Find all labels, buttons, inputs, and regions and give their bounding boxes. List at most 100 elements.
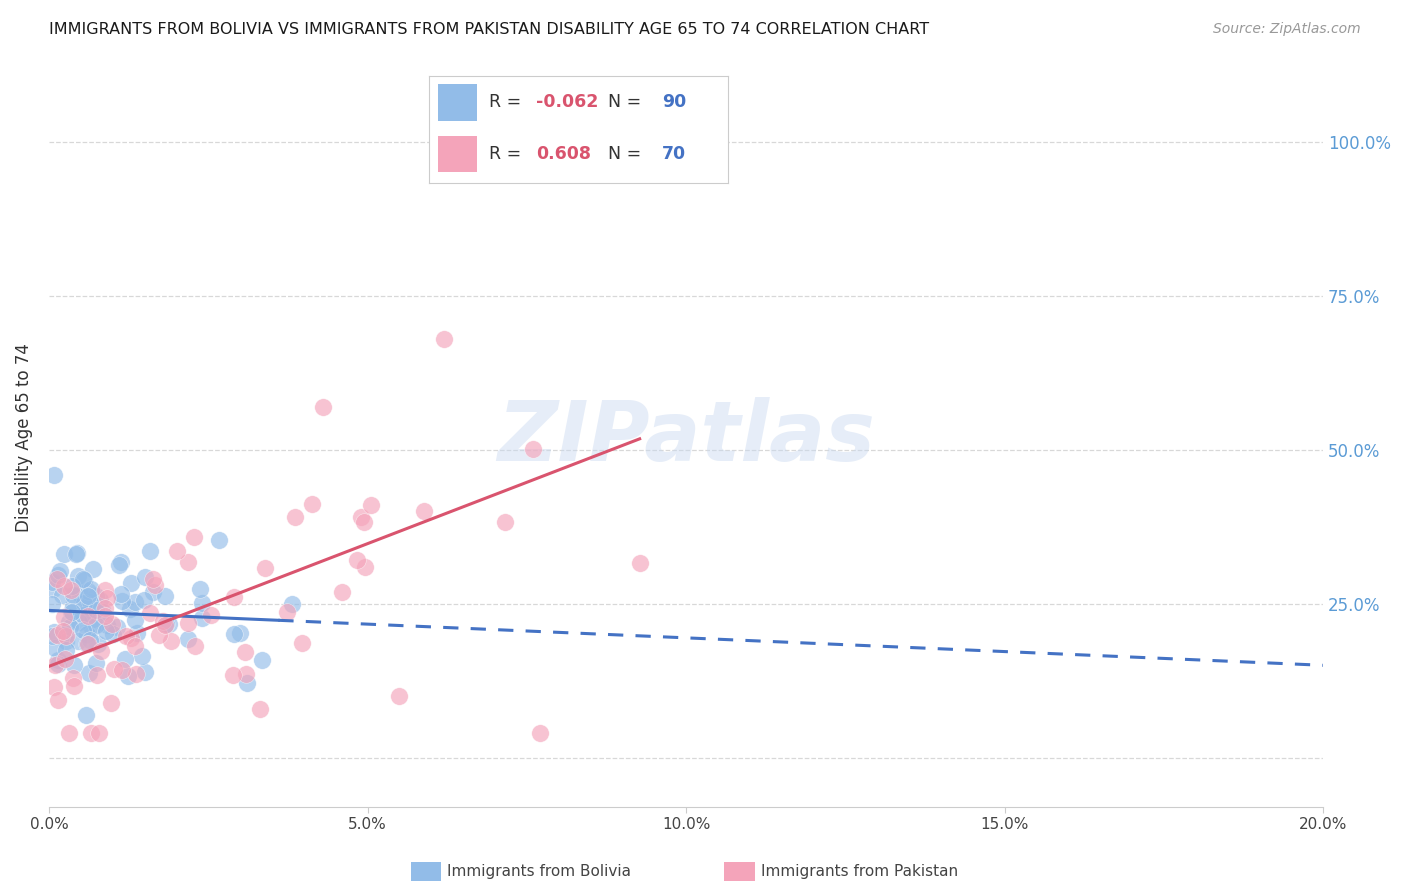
Point	[233, 645, 256, 659]
Text: Immigrants from Pakistan: Immigrants from Pakistan	[761, 864, 957, 879]
Point	[62, 605, 84, 619]
Point	[77, 666, 100, 681]
Point	[183, 530, 205, 544]
Point	[62, 671, 84, 685]
Point	[60, 579, 83, 593]
Point	[353, 516, 375, 530]
Point	[59, 606, 82, 620]
Point	[72, 623, 94, 637]
Point	[77, 608, 100, 623]
Point	[143, 578, 166, 592]
Point	[80, 621, 103, 635]
Text: Source: ZipAtlas.com: Source: ZipAtlas.com	[1213, 22, 1361, 37]
Point	[291, 636, 314, 650]
Point	[80, 726, 103, 740]
Point	[412, 504, 434, 518]
Point	[73, 596, 96, 610]
Point	[111, 663, 134, 677]
Point	[41, 629, 63, 643]
Point	[42, 467, 65, 482]
Point	[58, 619, 80, 633]
Point	[93, 582, 115, 597]
Point	[177, 616, 200, 631]
Point	[69, 587, 91, 601]
Point	[183, 640, 205, 654]
Point	[131, 648, 153, 663]
Point	[125, 667, 148, 681]
Point	[55, 629, 77, 643]
Point	[82, 612, 104, 626]
Point	[96, 624, 118, 638]
Point	[276, 605, 298, 619]
Point	[94, 609, 117, 624]
Point	[388, 690, 411, 704]
Point	[45, 572, 67, 586]
Point	[67, 615, 90, 629]
Point	[42, 680, 65, 694]
Point	[124, 640, 146, 654]
Point	[628, 556, 651, 570]
Point	[46, 657, 69, 671]
Point	[152, 614, 174, 628]
Point	[76, 637, 98, 651]
Point	[148, 628, 170, 642]
Point	[222, 627, 245, 641]
Point	[52, 579, 75, 593]
Point	[79, 633, 101, 648]
Point	[77, 590, 100, 604]
Point	[73, 573, 96, 587]
Point	[87, 637, 110, 651]
Point	[301, 497, 323, 511]
Point	[157, 617, 180, 632]
Point	[79, 595, 101, 609]
Point	[114, 629, 136, 643]
Point	[191, 611, 214, 625]
Point	[66, 546, 89, 560]
Point	[67, 633, 90, 648]
Point	[118, 602, 141, 616]
Point	[96, 591, 118, 605]
Point	[117, 669, 139, 683]
Point	[101, 617, 124, 632]
Point	[159, 633, 181, 648]
Point	[46, 692, 69, 706]
Point	[82, 562, 104, 576]
Point	[312, 400, 335, 414]
Point	[208, 533, 231, 547]
Point	[41, 598, 63, 612]
Point	[281, 598, 304, 612]
Point	[120, 576, 142, 591]
Point	[103, 662, 125, 676]
Point	[42, 582, 65, 596]
Text: IMMIGRANTS FROM BOLIVIA VS IMMIGRANTS FROM PAKISTAN DISABILITY AGE 65 TO 74 CORR: IMMIGRANTS FROM BOLIVIA VS IMMIGRANTS FR…	[49, 22, 929, 37]
Point	[132, 593, 155, 607]
Point	[108, 558, 131, 573]
Point	[155, 617, 177, 632]
Point	[41, 575, 63, 590]
Point	[53, 627, 76, 641]
Point	[90, 644, 112, 658]
Point	[200, 608, 222, 623]
Point	[153, 589, 176, 603]
Point	[284, 509, 307, 524]
Point	[63, 657, 86, 672]
Point	[360, 498, 382, 512]
Point	[96, 617, 118, 632]
Point	[105, 619, 128, 633]
Point	[114, 652, 136, 666]
Point	[66, 569, 89, 583]
Text: Immigrants from Bolivia: Immigrants from Bolivia	[447, 864, 631, 879]
Point	[93, 601, 115, 615]
Point	[72, 572, 94, 586]
Y-axis label: Disability Age 65 to 74: Disability Age 65 to 74	[15, 343, 32, 533]
Point	[76, 637, 98, 651]
Point	[63, 680, 86, 694]
Point	[77, 584, 100, 599]
Point	[86, 603, 108, 617]
Point	[80, 582, 103, 596]
Point	[433, 332, 456, 346]
Point	[52, 547, 75, 561]
Point	[49, 564, 72, 578]
Point	[153, 617, 176, 632]
Point	[188, 582, 211, 597]
